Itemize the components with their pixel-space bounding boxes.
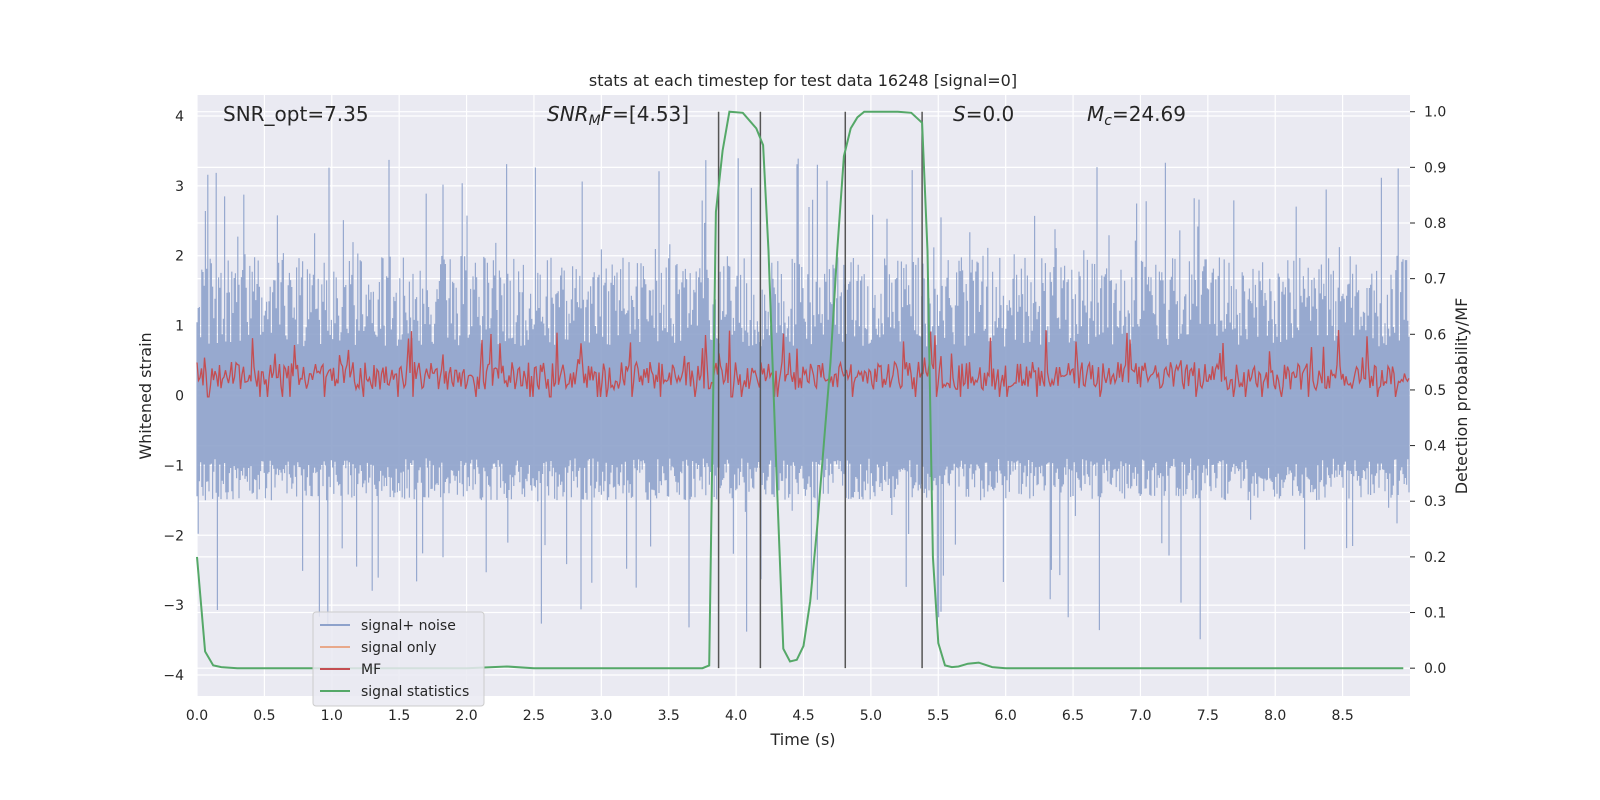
annotation-snr-opt: SNR_opt=7.35 xyxy=(223,102,369,126)
y-left-tick-label-1: 3 xyxy=(175,179,184,195)
x-tick-label-11: 5.5 xyxy=(927,708,949,724)
annotation-s: S=0.0 xyxy=(953,102,1014,126)
y-left-tick-label-2: 2 xyxy=(175,249,184,265)
y-left-tick-label-5: −1 xyxy=(163,458,184,474)
x-tick-label-2: 1.0 xyxy=(321,708,343,724)
noise-trace xyxy=(196,158,1410,640)
legend-label-signal-only: signal only xyxy=(361,640,436,656)
y-left-tick-label-7: −3 xyxy=(163,598,184,614)
y-right-tick-label-3: 0.7 xyxy=(1424,272,1446,288)
x-tick-label-4: 2.0 xyxy=(455,708,477,724)
y-right-tick-label-6: 0.4 xyxy=(1424,439,1446,455)
x-tick-label-14: 7.0 xyxy=(1129,708,1151,724)
y-right-tick-label-4: 0.6 xyxy=(1424,327,1446,343)
y-right-tick-label-8: 0.2 xyxy=(1424,550,1446,566)
signal-statistics-line xyxy=(196,110,1404,670)
y-axis-label-right: Detection probability/MF xyxy=(1452,298,1471,495)
x-tick-label-1: 0.5 xyxy=(253,708,275,724)
y-left-tick-label-6: −2 xyxy=(163,528,184,544)
x-tick-label-8: 4.0 xyxy=(725,708,747,724)
y-right-tick-label-5: 0.5 xyxy=(1424,383,1446,399)
x-tick-label-3: 1.5 xyxy=(388,708,410,724)
y-left-tick-label-4: 0 xyxy=(175,389,184,405)
annotation-snr-mf: SNRMF=[4.53] xyxy=(547,102,689,129)
x-tick-label-10: 5.0 xyxy=(860,708,882,724)
legend: signal+ noise signal only MF signal stat… xyxy=(312,611,485,707)
x-tick-label-15: 7.5 xyxy=(1197,708,1219,724)
x-axis-label: Time (s) xyxy=(769,730,835,749)
y-right-tick-label-10: 0.0 xyxy=(1424,661,1446,677)
y-right-tick-label-2: 0.8 xyxy=(1424,216,1446,232)
legend-label-noise: signal+ noise xyxy=(361,618,456,634)
y-right-tick-label-7: 0.3 xyxy=(1424,494,1446,510)
x-tick-label-9: 4.5 xyxy=(792,708,814,724)
vertical-markers xyxy=(717,111,923,669)
y-right-tick-label-0: 1.0 xyxy=(1424,105,1446,121)
legend-box xyxy=(312,611,485,707)
y-left-tick-label-0: 4 xyxy=(175,109,184,125)
x-tick-label-13: 6.5 xyxy=(1062,708,1084,724)
series-mf xyxy=(196,329,1410,398)
legend-label-stats: signal statistics xyxy=(361,684,469,700)
y-right-tick-label-1: 0.9 xyxy=(1424,160,1446,176)
y-right-tick-label-9: 0.1 xyxy=(1424,606,1446,622)
mf-trace xyxy=(196,329,1410,398)
chart-title: stats at each timestep for test data 162… xyxy=(589,71,1017,90)
legend-label-mf: MF xyxy=(361,662,381,678)
series-signal-plus-noise xyxy=(196,158,1410,640)
y-axis-label-left: Whitened strain xyxy=(136,332,155,459)
y-left-tick-label-8: −4 xyxy=(163,668,184,684)
tick-labels: 0.0 0.5 1.0 1.5 2.0 2.5 3.0 3.5 4.0 4.5 5.0 5.5 6.0 6… xyxy=(163,105,1446,724)
x-tick-label-17: 8.5 xyxy=(1331,708,1353,724)
x-tick-label-0: 0.0 xyxy=(186,708,208,724)
annotation-mc: Mc=24.69 xyxy=(1087,102,1186,129)
x-tick-label-16: 8.0 xyxy=(1264,708,1286,724)
x-tick-label-7: 3.5 xyxy=(658,708,680,724)
series-signal-statistics xyxy=(196,110,1404,670)
x-tick-label-5: 2.5 xyxy=(523,708,545,724)
x-tick-label-6: 3.0 xyxy=(590,708,612,724)
y-left-tick-label-3: 1 xyxy=(175,319,184,335)
x-tick-label-12: 6.0 xyxy=(995,708,1017,724)
